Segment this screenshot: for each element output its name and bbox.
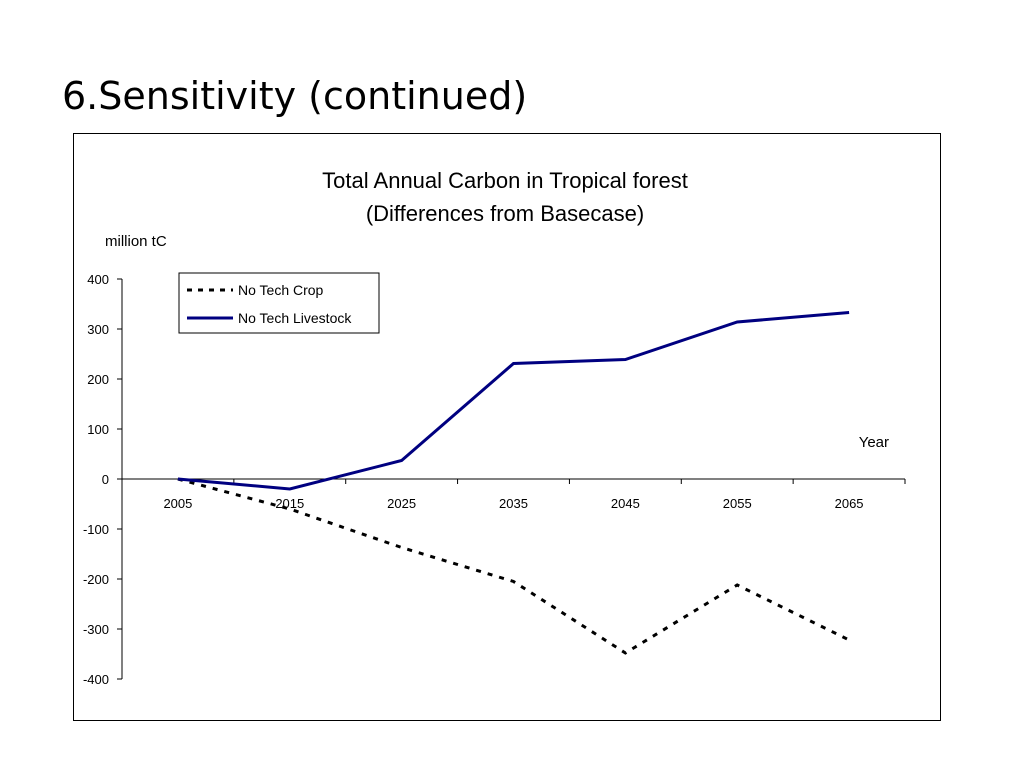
y-tick-label: 0 — [102, 472, 109, 487]
legend: No Tech Crop No Tech Livestock — [178, 272, 380, 334]
x-axis-label: Year — [859, 434, 889, 451]
x-tick-label: 2035 — [499, 496, 528, 511]
series-line-no-tech-crop — [177, 477, 850, 655]
x-tick-label: 2025 — [387, 496, 416, 511]
y-tick-label: -200 — [83, 572, 109, 587]
slide-title: 6.Sensitivity (continued) — [62, 74, 528, 118]
x-tick-label: 2005 — [163, 496, 192, 511]
y-tick-label: 200 — [87, 372, 109, 387]
series-lines — [177, 311, 850, 655]
y-tick-label: 100 — [87, 422, 109, 437]
x-tick-label: 2015 — [275, 496, 304, 511]
legend-label-no-tech-crop: No Tech Crop — [238, 282, 324, 298]
legend-label-no-tech-livestock: No Tech Livestock — [238, 310, 352, 326]
tick-labels: 400 300 200 100 0 -100 -200 -300 -400 2005 2015 202… — [83, 272, 864, 687]
y-axis-label: million tC — [105, 233, 167, 250]
x-tick-label: 2055 — [723, 496, 752, 511]
y-tick-label: 400 — [87, 272, 109, 287]
x-tick-label: 2045 — [611, 496, 640, 511]
y-tick-label: 300 — [87, 322, 109, 337]
y-tick-label: -300 — [83, 622, 109, 637]
y-tick-label: -100 — [83, 522, 109, 537]
chart-frame — [73, 133, 941, 721]
legend-box — [178, 272, 380, 334]
series-line-no-tech-livestock — [177, 311, 850, 491]
axes — [117, 278, 906, 680]
chart-subtitle: (Differences from Basecase) — [366, 201, 644, 226]
x-tick-label: 2065 — [835, 496, 864, 511]
y-tick-label: -400 — [83, 672, 109, 687]
chart-title: Total Annual Carbon in Tropical forest — [322, 168, 688, 193]
